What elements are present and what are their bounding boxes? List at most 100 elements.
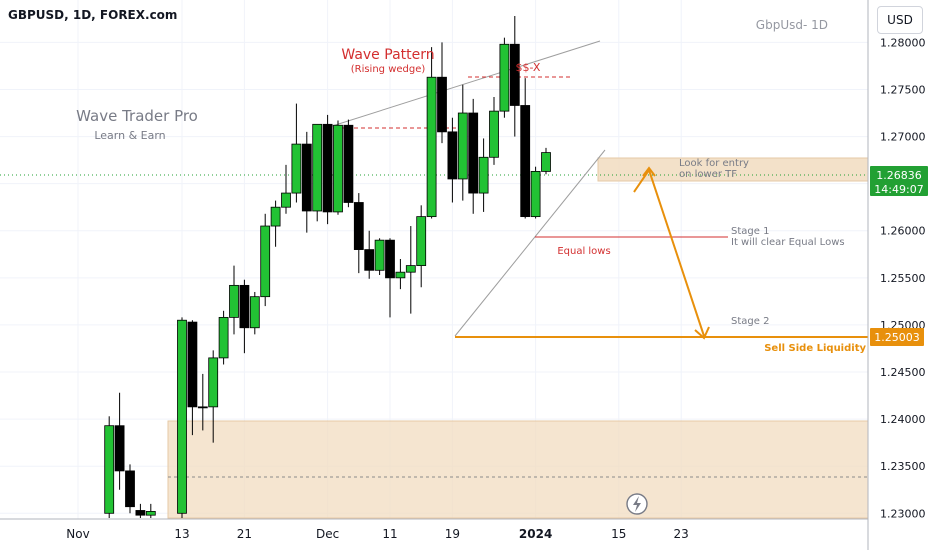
y-tick-label: 1.27500	[880, 83, 926, 96]
brand-tagline: Learn & Earn	[94, 129, 165, 142]
candle-body	[457, 112, 468, 180]
candle	[135, 503, 146, 518]
candle	[114, 392, 125, 490]
wedge-upper-line	[325, 40, 601, 129]
candle-body	[499, 43, 510, 112]
y-tick-label: 1.28000	[880, 36, 926, 49]
countdown-value: 14:49:07	[874, 183, 923, 196]
candle	[478, 138, 489, 212]
pattern-subtitle: (Rising wedge)	[351, 64, 426, 75]
candle-body	[281, 192, 291, 208]
candle	[437, 42, 447, 144]
current-price-label: 1.26836 14:49:07	[870, 166, 928, 196]
candle-body	[405, 265, 416, 273]
candle	[364, 230, 375, 279]
candle	[489, 97, 499, 165]
candle-body	[374, 239, 385, 271]
symbol-title: GBPUSD, 1D, FOREX.com	[8, 8, 178, 22]
candle	[509, 16, 520, 137]
candle-body	[239, 284, 250, 329]
candle-body	[135, 510, 146, 516]
candle	[312, 123, 323, 222]
candle	[520, 78, 531, 219]
candle	[343, 119, 354, 208]
candle	[541, 147, 551, 175]
entry-label-line2: on lower TF	[679, 169, 737, 180]
candle-body	[468, 112, 479, 194]
candle	[187, 320, 198, 436]
candle-body	[509, 43, 520, 106]
price-axis[interactable]	[868, 0, 932, 550]
candle-body	[145, 511, 156, 516]
y-tick-label: 1.25500	[880, 272, 926, 285]
y-tick-label: 1.24500	[880, 366, 926, 379]
candle	[291, 103, 302, 203]
stage2-label: Stage 2	[731, 316, 769, 327]
candle	[322, 114, 333, 225]
candle-body	[395, 271, 406, 279]
x-tick-label: 13	[174, 527, 189, 541]
entry-label-line1: Look for entry	[679, 158, 749, 169]
candle-body	[333, 124, 343, 213]
candle-body	[447, 131, 458, 180]
candle	[416, 205, 427, 288]
y-tick-label: 1.27000	[880, 131, 926, 144]
candle-body	[197, 406, 208, 409]
candle	[468, 98, 479, 214]
bsl-label: $$-X	[516, 61, 541, 74]
y-tick-label: 1.24000	[880, 413, 926, 426]
candle	[385, 238, 395, 318]
ssl-label: Sell Side Liquidity	[764, 343, 866, 354]
watermark: GbpUsd- 1D	[756, 18, 828, 32]
candle	[447, 117, 458, 203]
candle	[145, 503, 156, 518]
equal-lows-label: Equal lows	[557, 246, 610, 257]
candle-body	[353, 202, 364, 250]
candle	[333, 120, 343, 215]
candle-body	[208, 357, 219, 408]
demand-zone	[167, 420, 869, 519]
candle	[426, 47, 437, 219]
candle-body	[291, 143, 302, 194]
candle-body	[218, 316, 229, 359]
candle-body	[541, 152, 551, 172]
wedge-lower-line	[454, 149, 606, 337]
candle-body	[301, 143, 312, 212]
brand-name: Wave Trader Pro	[76, 107, 198, 125]
candle	[395, 259, 406, 290]
pattern-title: Wave Pattern	[341, 47, 434, 63]
y-tick-label: 1.26000	[880, 225, 926, 238]
projected-path	[633, 167, 705, 337]
candle	[249, 291, 260, 335]
candle-body	[478, 156, 489, 194]
candle-body	[530, 171, 541, 218]
stage1-line2: It will clear Equal Lows	[731, 237, 845, 248]
candle	[499, 37, 510, 118]
candle-body	[426, 76, 437, 218]
candle	[457, 84, 468, 201]
candle-body	[249, 296, 260, 329]
candle-body	[520, 105, 531, 218]
candle	[281, 164, 291, 214]
candle	[104, 416, 115, 518]
currency-selector-button[interactable]: USD	[877, 6, 923, 34]
lightning-icon[interactable]	[626, 493, 648, 515]
candle	[301, 131, 312, 233]
x-tick-label: 15	[611, 527, 626, 541]
current-price-value: 1.26836	[876, 169, 922, 182]
candle-body	[177, 319, 187, 514]
candle	[353, 193, 364, 274]
y-tick-label: 1.23000	[880, 507, 926, 520]
candle-body	[385, 239, 395, 279]
candle	[177, 317, 187, 518]
candle	[405, 226, 416, 314]
candle-body	[364, 249, 375, 271]
candle	[374, 238, 385, 276]
candle-body	[322, 123, 333, 213]
candle	[239, 279, 250, 354]
x-tick-label: 21	[237, 527, 252, 541]
candle	[208, 350, 219, 443]
candle-body	[229, 284, 239, 318]
candle-body	[489, 110, 499, 158]
